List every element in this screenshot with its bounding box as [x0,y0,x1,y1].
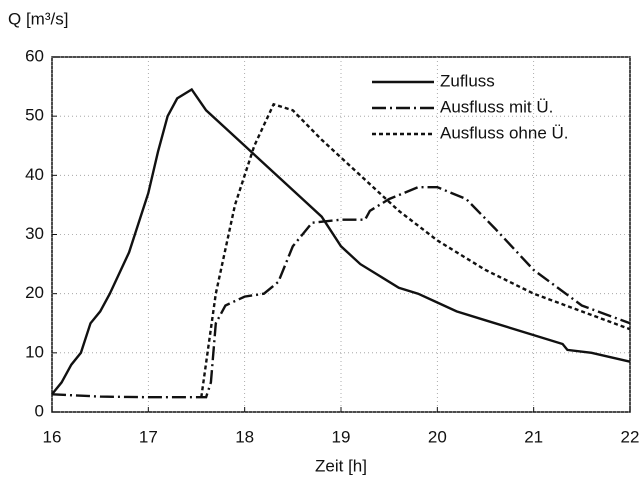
y-tick-label: 20 [25,283,44,302]
x-tick-label: 19 [332,427,351,446]
y-tick-label: 40 [25,165,44,184]
x-tick-label: 16 [43,427,62,446]
x-tick-label: 21 [524,427,543,446]
y-tick-label: 0 [35,401,44,420]
series-line [51,87,631,396]
y-tick-label: 50 [25,106,44,125]
x-axis-label: Zeit [h] [315,456,367,475]
y-tick-label: 60 [25,46,44,65]
legend-label: Ausfluss mit Ü. [440,97,553,116]
x-tick-label: 17 [139,427,158,446]
legend-label: Ausfluss ohne Ü. [440,123,569,142]
y-tick-label: 10 [25,342,44,361]
x-tick-label: 18 [235,427,254,446]
x-tick-label: 22 [621,427,640,446]
series-line [51,186,631,399]
y-axis-label: Q [m³/s] [8,9,68,28]
legend-label: Zufluss [440,71,495,90]
x-tick-label: 20 [428,427,447,446]
series-line [200,102,631,398]
y-tick-label: 30 [25,224,44,243]
